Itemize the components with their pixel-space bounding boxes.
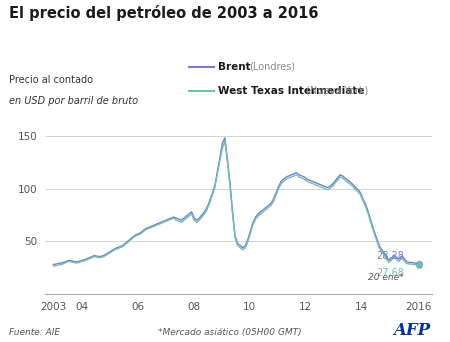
Text: 27,68: 27,68 [376,268,404,278]
Text: en USD por barril de bruto: en USD por barril de bruto [9,96,138,106]
Text: AFP: AFP [394,321,431,339]
Text: Brent: Brent [218,62,251,72]
Text: Fuente: AIE: Fuente: AIE [9,328,60,337]
Text: (Londres): (Londres) [249,62,295,72]
Text: West Texas Intermediate: West Texas Intermediate [218,86,365,96]
Text: 20 ene*: 20 ene* [369,273,404,282]
Text: (Nueva York): (Nueva York) [306,86,368,96]
Text: Precio al contado: Precio al contado [9,75,93,85]
Text: *Mercado asiático (05H00 GMT): *Mercado asiático (05H00 GMT) [158,328,301,337]
Text: El precio del petróleo de 2003 a 2016: El precio del petróleo de 2003 a 2016 [9,5,319,21]
Text: 28,28: 28,28 [376,251,404,261]
